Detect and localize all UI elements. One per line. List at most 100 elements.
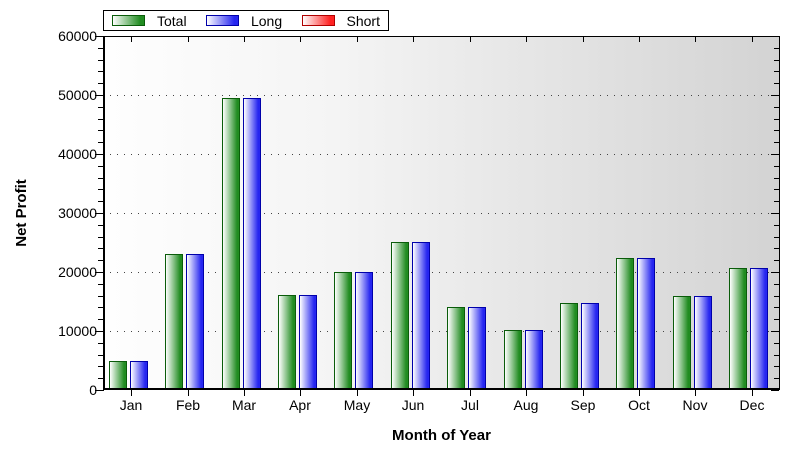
y-minor-tick-right (774, 284, 779, 285)
y-major-tick-left (95, 36, 104, 37)
gridline-10000 (103, 331, 780, 332)
y-minor-tick-left (98, 83, 104, 84)
x-tick-label-oct: Oct (628, 397, 650, 413)
month-tick-bottom (526, 390, 527, 396)
x-tick-label-dec: Dec (739, 397, 765, 413)
y-minor-tick-left (98, 296, 104, 297)
month-tick-top (752, 37, 753, 42)
y-minor-tick-right (774, 225, 779, 226)
month-tick-top (131, 37, 132, 42)
bar-total-jan (109, 361, 127, 390)
y-minor-tick-right (774, 71, 779, 72)
x-tick-label-may: May (343, 397, 371, 413)
y-minor-tick-right (774, 166, 779, 167)
legend-swatch-total (112, 15, 145, 26)
y-minor-tick-right (774, 319, 779, 320)
month-tick-bottom (639, 390, 640, 396)
y-tick-label: 20000 (58, 264, 97, 280)
y-minor-tick-left (98, 48, 104, 49)
y-minor-tick-right (774, 60, 779, 61)
y-minor-tick-right (774, 107, 779, 108)
legend-label-short: Short (346, 12, 380, 29)
bar-long-dec (750, 268, 768, 390)
y-minor-tick-left (98, 107, 104, 108)
month-tick-top (244, 37, 245, 42)
y-minor-tick-right (774, 307, 779, 308)
y-major-tick-right (771, 272, 779, 273)
y-minor-tick-left (98, 60, 104, 61)
y-minor-tick-right (774, 142, 779, 143)
month-tick-top (470, 37, 471, 42)
month-tick-bottom (300, 390, 301, 396)
month-tick-bottom (752, 390, 753, 396)
y-minor-tick-right (774, 48, 779, 49)
bar-long-nov (694, 296, 712, 390)
y-axis-title: Net Profit (13, 179, 30, 247)
gridline-40000 (103, 154, 780, 155)
y-minor-tick-right (774, 355, 779, 356)
y-minor-tick-right (774, 119, 779, 120)
x-tick-label-aug: Aug (513, 397, 539, 413)
month-tick-top (526, 37, 527, 42)
month-tick-top (357, 37, 358, 42)
legend-label-long: Long (250, 12, 283, 29)
y-tick-label: 30000 (58, 205, 97, 221)
bar-total-aug (504, 330, 522, 390)
legend-item-total: Total (112, 14, 187, 28)
bar-total-nov (673, 296, 691, 390)
y-minor-tick-right (774, 189, 779, 190)
y-minor-tick-right (774, 237, 779, 238)
month-tick-bottom (413, 390, 414, 396)
bar-total-dec (729, 268, 747, 390)
bar-long-jun (412, 242, 430, 390)
y-major-tick-left (95, 154, 104, 155)
y-minor-tick-right (774, 83, 779, 84)
y-minor-tick-right (774, 366, 779, 367)
month-tick-top (583, 37, 584, 42)
y-minor-tick-left (98, 307, 104, 308)
y-minor-tick-left (98, 189, 104, 190)
y-minor-tick-right (774, 343, 779, 344)
y-minor-tick-left (98, 225, 104, 226)
month-tick-bottom (131, 390, 132, 396)
x-tick-label-mar: Mar (231, 397, 257, 413)
month-tick-bottom (583, 390, 584, 396)
x-tick-label-feb: Feb (175, 397, 201, 413)
y-minor-tick-left (98, 119, 104, 120)
month-tick-top (188, 37, 189, 42)
plot-area (103, 36, 780, 390)
x-axis-title: Month of Year (392, 427, 491, 444)
y-major-tick-left (95, 272, 104, 273)
bar-long-may (355, 272, 373, 390)
bar-long-aug (525, 330, 543, 390)
month-tick-bottom (695, 390, 696, 396)
gridline-30000 (103, 213, 780, 214)
bar-total-apr (278, 295, 296, 390)
y-minor-tick-right (774, 296, 779, 297)
legend-label-total: Total (157, 12, 187, 29)
legend-swatch-long (205, 15, 239, 26)
bar-total-jul (447, 307, 465, 390)
y-minor-tick-left (98, 343, 104, 344)
y-minor-tick-right (774, 130, 779, 131)
gridline-20000 (103, 272, 780, 273)
y-minor-tick-left (98, 166, 104, 167)
bar-total-oct (616, 258, 634, 390)
y-minor-tick-left (98, 366, 104, 367)
y-minor-tick-left (98, 319, 104, 320)
y-minor-tick-right (774, 201, 779, 202)
gridline-50000 (103, 95, 780, 96)
y-minor-tick-left (98, 237, 104, 238)
y-major-tick-right (771, 154, 779, 155)
y-minor-tick-right (774, 248, 779, 249)
bar-long-apr (299, 295, 317, 390)
x-tick-label-jul: Jul (461, 397, 479, 413)
legend-item-long: Long (205, 12, 283, 29)
y-major-tick-left (95, 95, 104, 96)
month-tick-top (695, 37, 696, 42)
bar-long-jan (130, 361, 148, 390)
x-tick-label-jun: Jun (401, 397, 425, 413)
y-minor-tick-left (98, 378, 104, 379)
y-tick-label: 0 (89, 382, 97, 398)
